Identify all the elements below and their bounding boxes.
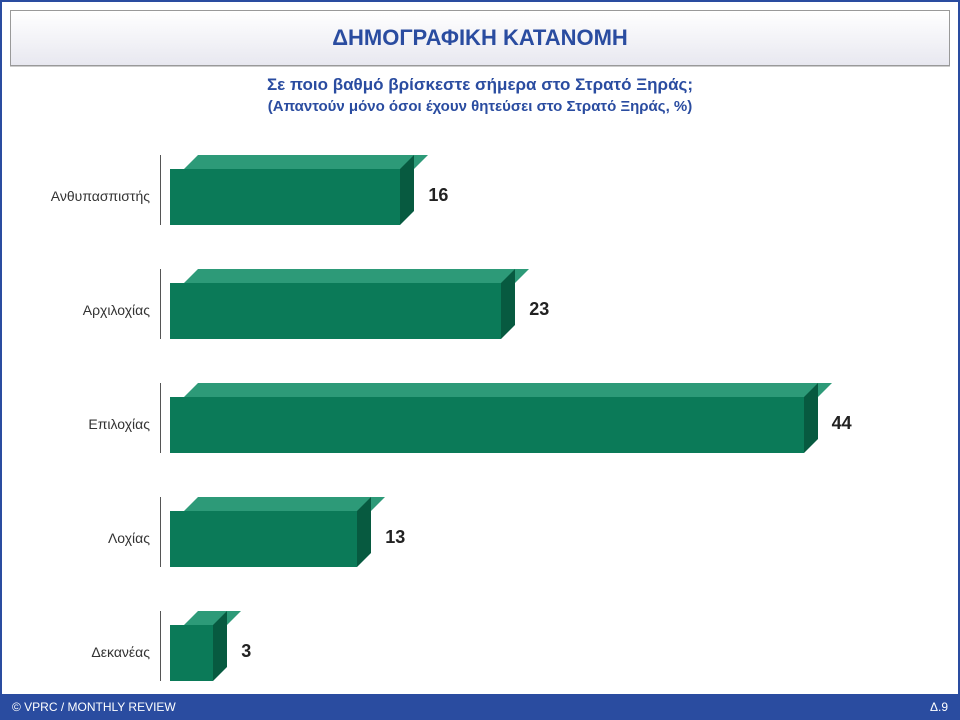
bar-front-face [170,511,357,567]
chart-row: Ανθυπασπιστής 16 [30,155,930,225]
slide: ΔΗΜΟΓΡΑΦΙΚΗ ΚΑΤΑΝΟΜΗ Σε ποιο βαθμό βρίσκ… [0,0,960,720]
category-label: Αρχιλοχίας [30,302,150,318]
bar-value: 44 [832,413,852,434]
subtitle-block: Σε ποιο βαθμό βρίσκεστε σήμερα στο Στρατ… [10,74,950,117]
chart-row: Επιλοχίας 44 [30,383,930,453]
bar-front-face [170,625,213,681]
bar-front-face [170,283,501,339]
bar-top-face [184,383,832,397]
page-title: ΔΗΜΟΓΡΑΦΙΚΗ ΚΑΤΑΝΟΜΗ [332,25,628,51]
bar-chart: Ανθυπασπιστής 16 Αρχιλοχίας 23 Επιλοχίας 44 Λο… [30,145,930,676]
axis-segment [160,497,161,567]
category-label: Επιλοχίας [30,416,150,432]
bar-value: 13 [385,527,405,548]
bar-top-face [184,155,428,169]
bar-value: 3 [241,641,251,662]
category-label: Δεκανέας [30,644,150,660]
footer-left: © VPRC / MONTHLY REVIEW [12,700,176,714]
bar-side-face [213,611,227,681]
category-label: Λοχίας [30,530,150,546]
subtitle-line2: (Απαντούν μόνο όσοι έχουν θητεύσει στο Σ… [10,97,950,117]
bar-value: 16 [428,185,448,206]
bar-front-face [170,169,400,225]
bar-top-face [184,269,529,283]
bar [170,497,371,567]
chart-row: Λοχίας 13 [30,497,930,567]
subtitle-line1: Σε ποιο βαθμό βρίσκεστε σήμερα στο Στρατ… [10,74,950,97]
bar-side-face [400,155,414,225]
axis-segment [160,611,161,681]
axis-segment [160,155,161,225]
bar [170,155,414,225]
bar-side-face [501,269,515,339]
header-band: ΔΗΜΟΓΡΑΦΙΚΗ ΚΑΤΑΝΟΜΗ [10,10,950,66]
bar-top-face [184,497,385,511]
bar-side-face [357,497,371,567]
chart-row: Αρχιλοχίας 23 [30,269,930,339]
axis-segment [160,269,161,339]
bar [170,269,515,339]
footer-right: Δ.9 [930,700,948,714]
bar-front-face [170,397,804,453]
bar [170,383,818,453]
bar-value: 23 [529,299,549,320]
bar-top-face [184,611,241,625]
chart-row: Δεκανέας 3 [30,611,930,681]
bar [170,611,227,681]
axis-segment [160,383,161,453]
footer-bar: © VPRC / MONTHLY REVIEW Δ.9 [0,694,960,720]
category-label: Ανθυπασπιστής [30,188,150,204]
bar-side-face [804,383,818,453]
